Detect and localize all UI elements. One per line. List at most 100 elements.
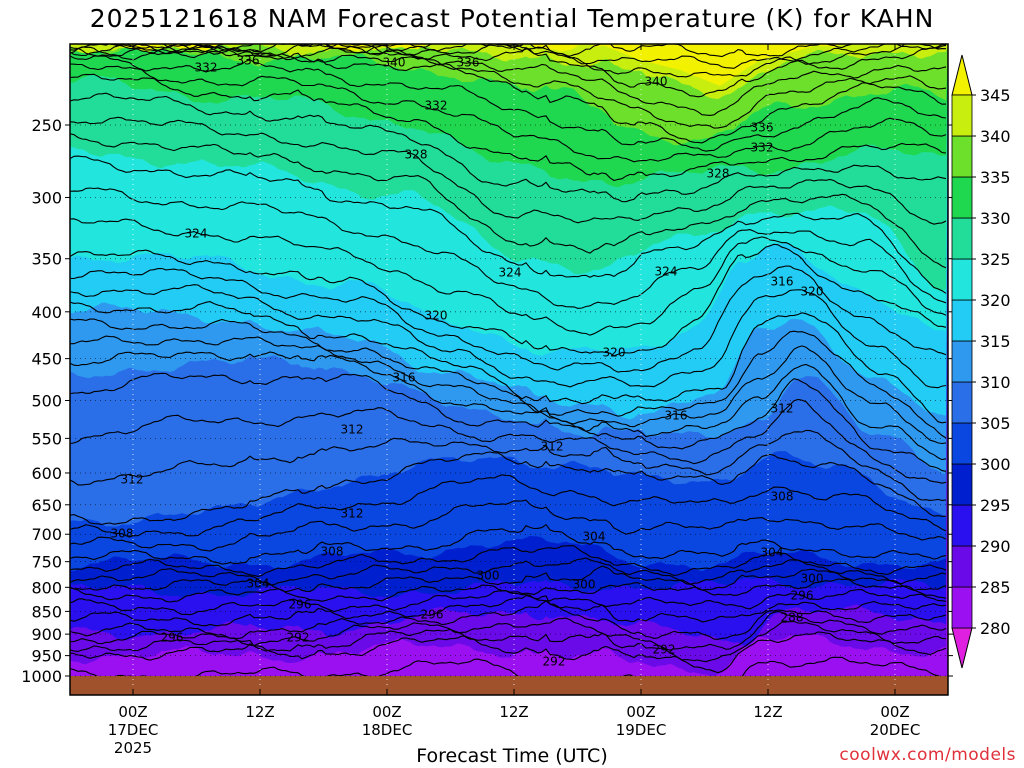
contour-label-34: 296 (791, 589, 814, 603)
y-tick-label-700: 700 (31, 525, 62, 544)
colorbar-label-315: 315 (980, 332, 1011, 351)
contour-label-1: 336 (237, 54, 260, 68)
x-tick-label-24-0: 00Z (372, 703, 401, 721)
contour-line-3 (70, 610, 947, 651)
contour-label-27: 304 (583, 530, 606, 544)
colorbar-band-7 (951, 340, 973, 383)
contour-label-24: 308 (771, 490, 794, 504)
contour-label-13: 316 (771, 275, 794, 289)
y-tick-label-600: 600 (31, 464, 62, 483)
contour-label-3: 336 (457, 56, 480, 70)
y-tick-label-250: 250 (31, 116, 62, 135)
contour-label-35: 296 (421, 608, 444, 622)
chart-title: 2025121618 NAM Forecast Potential Temper… (89, 4, 935, 33)
contour-label-6: 336 (751, 121, 774, 135)
contour-lines (70, 44, 947, 692)
contour-line-23 (70, 265, 947, 373)
contour-label-32: 296 (289, 598, 312, 612)
colorbar-band-12 (951, 135, 973, 178)
contour-line-7 (70, 578, 947, 603)
contour-line-27 (70, 155, 947, 294)
contour-label-37: 292 (653, 643, 676, 657)
contour-line-25 (70, 218, 947, 336)
contour-line-22 (70, 284, 947, 389)
contour-label-31: 300 (801, 572, 824, 586)
x-tick-label-0-1: 17DEC (108, 721, 159, 739)
contour-label-38: 292 (287, 631, 310, 645)
contour-line-19 (70, 335, 947, 445)
fill-band-345-patch (560, 44, 820, 86)
contour-label-group: 332 336 340 336 340 332 336 332 328 328 324 324 324 3… (111, 54, 824, 669)
credit-text: coolwx.com/models (839, 745, 1016, 765)
colorbar-label-305: 305 (980, 414, 1011, 433)
contour-label-40: 292 (543, 655, 566, 669)
contour-label-26: 308 (321, 545, 344, 559)
contour-label-25: 308 (111, 527, 134, 541)
colorbar-label-300: 300 (980, 455, 1011, 474)
x-tick-label-0-0: 00Z (118, 703, 147, 721)
colorbar-top-triangle (951, 54, 973, 96)
contour-label-2: 340 (383, 56, 406, 70)
contour-line-33 (70, 55, 947, 152)
contour-line-12 (70, 499, 947, 552)
contour-line-0 (70, 656, 947, 692)
x-tick-label-48-1: 19DEC (616, 721, 667, 739)
ground-band (70, 676, 948, 695)
contour-label-18: 316 (665, 409, 688, 423)
contour-label-14: 320 (801, 285, 824, 299)
contour-line-17 (70, 372, 947, 472)
contour-label-7: 332 (751, 141, 774, 155)
contour-line-40 (70, 44, 947, 58)
x-tick-label-72-1: 20DEC (870, 721, 921, 739)
x-tick-label-72-0: 00Z (880, 703, 909, 721)
colorbar-band-10 (951, 217, 973, 260)
contour-label-12: 324 (655, 265, 678, 279)
colorbar-band-4 (951, 463, 973, 506)
contour-line-29 (70, 116, 947, 225)
contour-line-36 (70, 44, 947, 116)
y-axis: 250 300 350 400 450 500 550 600 650 700 750 800 850 9… (21, 116, 953, 686)
x-tick-label-60-0: 12Z (753, 703, 782, 721)
contour-label-8: 328 (405, 148, 428, 162)
colorbar-label-285: 285 (980, 578, 1011, 597)
x-tick-label-48-0: 00Z (626, 703, 655, 721)
contour-label-11: 324 (499, 266, 522, 280)
x-tick-label-36-0: 12Z (499, 703, 528, 721)
colorbar-band-11 (951, 176, 973, 219)
colorbar-band-13 (951, 94, 973, 137)
contour-line-31 (70, 73, 947, 182)
contour-line-13 (70, 474, 947, 537)
contour-line-11 (70, 523, 947, 565)
y-tick-label-900: 900 (31, 625, 62, 644)
plot-area: 332 336 340 336 340 332 336 332 328 328 324 324 324 3… (70, 44, 948, 695)
contour-line-32 (70, 63, 947, 163)
contour-label-30: 300 (477, 569, 500, 583)
contour-label-39: 288 (781, 611, 804, 625)
x-tick-label-0-2: 2025 (114, 739, 152, 757)
contour-line-10 (70, 545, 947, 577)
contour-line-26 (70, 187, 947, 309)
contour-label-15: 320 (425, 309, 448, 323)
contour-label-29: 304 (247, 577, 270, 591)
contour-line-8 (70, 565, 947, 593)
contour-line-37 (70, 44, 947, 98)
contour-label-28: 304 (761, 546, 784, 560)
colorbar-band-9 (951, 258, 973, 301)
y-tick-label-500: 500 (31, 392, 62, 411)
x-gridlines (132, 44, 896, 695)
colorbar-label-325: 325 (980, 250, 1011, 269)
colorbar-label-345: 345 (980, 86, 1011, 105)
contour-line-28 (70, 133, 947, 269)
colorbar-band-1 (951, 586, 973, 629)
contour-label-17: 316 (393, 371, 416, 385)
contour-line-14 (70, 451, 946, 525)
contour-label-36: 296 (161, 631, 184, 645)
colorbar-label-290: 290 (980, 537, 1011, 556)
contour-line-39 (94, 44, 947, 69)
contour-line-34 (70, 46, 947, 144)
contour-label-9: 328 (707, 167, 730, 181)
colorbar-band-2 (951, 545, 973, 588)
plot-frame (69, 43, 949, 696)
